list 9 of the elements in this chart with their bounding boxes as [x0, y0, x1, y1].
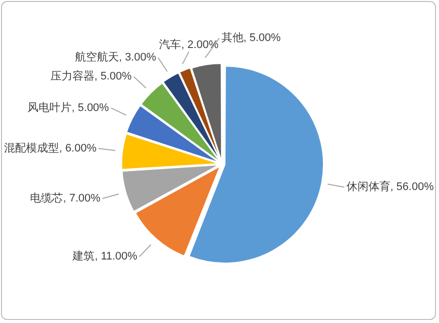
slice-label: 其他, 5.00%: [221, 31, 281, 44]
slice-label: 休闲体育, 56.00%: [346, 180, 434, 194]
slice-label: 航空航天, 3.00%: [74, 50, 156, 64]
slice-label: 建筑, 11.00%: [72, 250, 138, 263]
slice-label: 汽车, 2.00%: [159, 38, 219, 52]
slice-label: 压力容器, 5.00%: [50, 70, 132, 83]
slice-label: 风电叶片, 5.00%: [28, 100, 110, 114]
slice-label: 混配模成型, 6.00%: [4, 142, 97, 155]
slice-label: 电缆芯, 7.00%: [30, 191, 101, 204]
